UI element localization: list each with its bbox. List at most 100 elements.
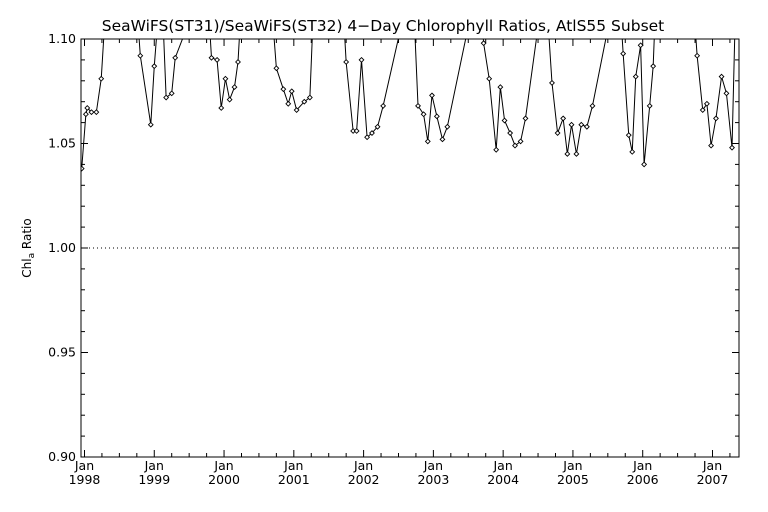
data-point xyxy=(374,123,381,130)
series-line xyxy=(81,39,736,169)
data-point xyxy=(723,90,730,97)
data-point xyxy=(637,42,644,49)
y-tick-label: 0.90 xyxy=(48,449,76,464)
data-point xyxy=(415,102,421,109)
data-point xyxy=(703,100,710,107)
data-point xyxy=(88,109,95,116)
data-point xyxy=(151,63,158,70)
data-point xyxy=(231,84,238,91)
data-point xyxy=(235,59,241,65)
x-tick-year-label: 2006 xyxy=(627,472,659,487)
data-point xyxy=(568,121,575,128)
data-point xyxy=(285,100,292,107)
data-point xyxy=(301,98,308,105)
y-tick-label: 1.00 xyxy=(48,240,76,255)
data-point xyxy=(81,165,85,172)
data-point xyxy=(708,142,715,149)
data-point xyxy=(699,107,706,113)
x-tick-month-label: Jan xyxy=(493,458,513,473)
x-tick-month-label: Jan xyxy=(144,458,164,473)
data-point xyxy=(214,56,221,63)
x-tick-year-label: 1998 xyxy=(69,472,101,487)
data-point xyxy=(380,102,387,109)
x-tick-year-label: 2003 xyxy=(417,472,449,487)
data-point xyxy=(208,54,215,61)
data-point xyxy=(222,75,229,82)
data-point xyxy=(84,105,91,111)
data-point xyxy=(369,130,375,136)
data-point xyxy=(280,86,287,93)
x-tick-year-label: 2000 xyxy=(208,472,240,487)
data-point xyxy=(578,121,585,128)
data-point xyxy=(629,148,636,155)
data-point xyxy=(517,138,524,145)
data-point xyxy=(420,111,427,118)
y-axis-label-sub: a xyxy=(27,253,37,259)
data-point xyxy=(549,79,555,86)
data-point xyxy=(486,75,493,82)
data-point xyxy=(650,63,657,70)
data-point xyxy=(364,134,371,141)
data-point xyxy=(480,40,487,47)
data-point xyxy=(554,130,561,136)
data-point xyxy=(573,151,580,157)
y-tick-label: 0.95 xyxy=(48,345,76,360)
data-point xyxy=(293,107,300,113)
x-tick-month-label: Jan xyxy=(562,458,582,473)
y-axis-label: Chla Ratio xyxy=(20,218,37,277)
data-point xyxy=(163,94,170,101)
data-point xyxy=(564,151,571,157)
x-tick-year-label: 2007 xyxy=(697,472,729,487)
y-axis-label-main: Chl xyxy=(20,258,34,277)
x-tick-month-label: Jan xyxy=(213,458,233,473)
x-tick-year-label: 2002 xyxy=(348,472,380,487)
data-point xyxy=(137,52,144,59)
data-point xyxy=(620,50,627,57)
y-axis-label-rest: Ratio xyxy=(20,218,34,253)
data-point xyxy=(147,121,154,128)
data-point xyxy=(718,73,725,80)
data-point xyxy=(497,84,504,91)
data-point xyxy=(433,113,440,120)
data-point xyxy=(288,88,295,95)
y-tick-label: 1.10 xyxy=(48,31,76,46)
plot-layer xyxy=(81,39,736,172)
data-point xyxy=(353,128,360,134)
plot-frame xyxy=(80,38,740,458)
y-tick-label: 1.05 xyxy=(48,136,76,151)
data-point xyxy=(226,96,233,103)
data-point xyxy=(444,123,451,130)
chart-title: SeaWiFS(ST31)/SeaWiFS(ST32) 4−Day Chloro… xyxy=(102,17,665,35)
x-tick-month-label: Jan xyxy=(702,458,722,473)
data-point xyxy=(694,52,701,59)
data-point xyxy=(583,123,590,130)
data-point xyxy=(358,56,365,63)
data-point xyxy=(429,92,435,99)
x-tick-year-label: 2005 xyxy=(557,472,589,487)
data-point xyxy=(641,161,648,168)
data-point xyxy=(713,115,719,122)
data-point xyxy=(522,115,529,122)
x-tick-year-label: 1999 xyxy=(138,472,170,487)
data-point xyxy=(93,109,100,116)
x-tick-year-label: 2001 xyxy=(278,472,310,487)
x-tick-month-label: Jan xyxy=(283,458,303,473)
data-point xyxy=(424,138,431,145)
x-tick-month-label: Jan xyxy=(423,458,443,473)
data-point xyxy=(646,102,653,109)
data-point xyxy=(507,130,514,136)
data-point xyxy=(632,73,639,80)
data-point xyxy=(439,136,446,143)
data-point xyxy=(82,111,89,118)
data-point xyxy=(512,142,518,149)
data-point xyxy=(560,115,567,122)
data-point xyxy=(589,102,596,109)
x-tick-month-label: Jan xyxy=(632,458,652,473)
data-point xyxy=(306,94,313,101)
data-point xyxy=(273,65,280,72)
data-point xyxy=(168,90,175,97)
data-point xyxy=(218,105,225,111)
data-point xyxy=(172,54,179,61)
x-tick-year-label: 2004 xyxy=(487,472,519,487)
